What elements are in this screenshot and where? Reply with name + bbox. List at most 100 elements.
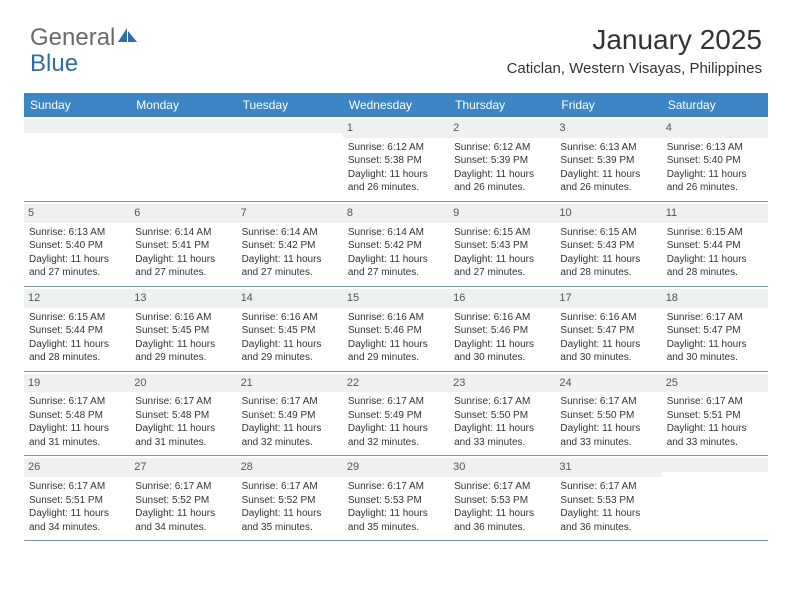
calendar-cell xyxy=(130,117,236,201)
calendar-cell: 11Sunrise: 6:15 AMSunset: 5:44 PMDayligh… xyxy=(662,202,768,286)
daylight-line: Daylight: 11 hours and 34 minutes. xyxy=(135,507,231,534)
sunset-line: Sunset: 5:45 PM xyxy=(135,324,231,338)
day-number: 3 xyxy=(555,119,661,138)
daylight-line: Daylight: 11 hours and 27 minutes. xyxy=(348,253,444,280)
brand-line2: Blue xyxy=(30,50,78,78)
daylight-line: Daylight: 11 hours and 33 minutes. xyxy=(454,422,550,449)
day-number: 14 xyxy=(237,289,343,308)
daylight-line: Daylight: 11 hours and 32 minutes. xyxy=(348,422,444,449)
calendar-cell: 19Sunrise: 6:17 AMSunset: 5:48 PMDayligh… xyxy=(24,372,130,456)
day-number: 22 xyxy=(343,374,449,393)
sunrise-line: Sunrise: 6:14 AM xyxy=(135,226,231,240)
sunrise-line: Sunrise: 6:12 AM xyxy=(348,141,444,155)
day-number: 26 xyxy=(24,458,130,477)
calendar-cell: 4Sunrise: 6:13 AMSunset: 5:40 PMDaylight… xyxy=(662,117,768,201)
sunset-line: Sunset: 5:42 PM xyxy=(242,239,338,253)
daylight-line: Daylight: 11 hours and 30 minutes. xyxy=(560,338,656,365)
daylight-line: Daylight: 11 hours and 32 minutes. xyxy=(242,422,338,449)
daylight-line: Daylight: 11 hours and 31 minutes. xyxy=(29,422,125,449)
sunset-line: Sunset: 5:46 PM xyxy=(454,324,550,338)
calendar-cell: 8Sunrise: 6:14 AMSunset: 5:42 PMDaylight… xyxy=(343,202,449,286)
sunrise-line: Sunrise: 6:14 AM xyxy=(348,226,444,240)
day-header: Thursday xyxy=(449,93,555,117)
daylight-line: Daylight: 11 hours and 33 minutes. xyxy=(560,422,656,449)
day-number: 9 xyxy=(449,204,555,223)
sunrise-line: Sunrise: 6:16 AM xyxy=(135,311,231,325)
sunset-line: Sunset: 5:43 PM xyxy=(560,239,656,253)
sunset-line: Sunset: 5:51 PM xyxy=(667,409,763,423)
sunset-line: Sunset: 5:48 PM xyxy=(29,409,125,423)
daylight-line: Daylight: 11 hours and 36 minutes. xyxy=(560,507,656,534)
calendar-body: 1Sunrise: 6:12 AMSunset: 5:38 PMDaylight… xyxy=(24,117,768,541)
calendar-row: 19Sunrise: 6:17 AMSunset: 5:48 PMDayligh… xyxy=(24,372,768,457)
calendar-cell xyxy=(24,117,130,201)
calendar-cell: 12Sunrise: 6:15 AMSunset: 5:44 PMDayligh… xyxy=(24,287,130,371)
day-number: 2 xyxy=(449,119,555,138)
sunset-line: Sunset: 5:41 PM xyxy=(135,239,231,253)
sunrise-line: Sunrise: 6:17 AM xyxy=(454,480,550,494)
day-number: 31 xyxy=(555,458,661,477)
daylight-line: Daylight: 11 hours and 27 minutes. xyxy=(135,253,231,280)
daylight-line: Daylight: 11 hours and 26 minutes. xyxy=(667,168,763,195)
daylight-line: Daylight: 11 hours and 29 minutes. xyxy=(135,338,231,365)
day-number: 8 xyxy=(343,204,449,223)
daylight-line: Daylight: 11 hours and 27 minutes. xyxy=(29,253,125,280)
sunset-line: Sunset: 5:45 PM xyxy=(242,324,338,338)
calendar-row: 26Sunrise: 6:17 AMSunset: 5:51 PMDayligh… xyxy=(24,456,768,541)
calendar-row: 5Sunrise: 6:13 AMSunset: 5:40 PMDaylight… xyxy=(24,202,768,287)
brand-part1: General xyxy=(30,24,115,52)
calendar-cell: 2Sunrise: 6:12 AMSunset: 5:39 PMDaylight… xyxy=(449,117,555,201)
daylight-line: Daylight: 11 hours and 35 minutes. xyxy=(348,507,444,534)
sunrise-line: Sunrise: 6:16 AM xyxy=(242,311,338,325)
sunrise-line: Sunrise: 6:17 AM xyxy=(348,395,444,409)
sunrise-line: Sunrise: 6:17 AM xyxy=(29,395,125,409)
calendar-cell: 22Sunrise: 6:17 AMSunset: 5:49 PMDayligh… xyxy=(343,372,449,456)
calendar-cell: 17Sunrise: 6:16 AMSunset: 5:47 PMDayligh… xyxy=(555,287,661,371)
day-number: 7 xyxy=(237,204,343,223)
calendar-cell: 9Sunrise: 6:15 AMSunset: 5:43 PMDaylight… xyxy=(449,202,555,286)
empty-day xyxy=(237,119,343,133)
calendar-cell xyxy=(662,456,768,540)
calendar-cell: 7Sunrise: 6:14 AMSunset: 5:42 PMDaylight… xyxy=(237,202,343,286)
sunrise-line: Sunrise: 6:15 AM xyxy=(29,311,125,325)
calendar-cell: 20Sunrise: 6:17 AMSunset: 5:48 PMDayligh… xyxy=(130,372,236,456)
calendar-cell: 6Sunrise: 6:14 AMSunset: 5:41 PMDaylight… xyxy=(130,202,236,286)
daylight-line: Daylight: 11 hours and 28 minutes. xyxy=(560,253,656,280)
sunset-line: Sunset: 5:50 PM xyxy=(454,409,550,423)
calendar-cell: 15Sunrise: 6:16 AMSunset: 5:46 PMDayligh… xyxy=(343,287,449,371)
sunset-line: Sunset: 5:53 PM xyxy=(454,494,550,508)
daylight-line: Daylight: 11 hours and 34 minutes. xyxy=(29,507,125,534)
day-header: Monday xyxy=(130,93,236,117)
calendar-cell: 5Sunrise: 6:13 AMSunset: 5:40 PMDaylight… xyxy=(24,202,130,286)
calendar-row: 1Sunrise: 6:12 AMSunset: 5:38 PMDaylight… xyxy=(24,117,768,202)
calendar-cell: 24Sunrise: 6:17 AMSunset: 5:50 PMDayligh… xyxy=(555,372,661,456)
sunrise-line: Sunrise: 6:17 AM xyxy=(242,480,338,494)
sunset-line: Sunset: 5:52 PM xyxy=(135,494,231,508)
calendar-cell: 28Sunrise: 6:17 AMSunset: 5:52 PMDayligh… xyxy=(237,456,343,540)
calendar-cell: 27Sunrise: 6:17 AMSunset: 5:52 PMDayligh… xyxy=(130,456,236,540)
calendar-header-row: SundayMondayTuesdayWednesdayThursdayFrid… xyxy=(24,93,768,117)
sunrise-line: Sunrise: 6:17 AM xyxy=(135,395,231,409)
sunrise-line: Sunrise: 6:16 AM xyxy=(560,311,656,325)
calendar-cell: 29Sunrise: 6:17 AMSunset: 5:53 PMDayligh… xyxy=(343,456,449,540)
sunrise-line: Sunrise: 6:17 AM xyxy=(560,395,656,409)
sunrise-line: Sunrise: 6:16 AM xyxy=(454,311,550,325)
day-number: 4 xyxy=(662,119,768,138)
day-number: 15 xyxy=(343,289,449,308)
sunset-line: Sunset: 5:50 PM xyxy=(560,409,656,423)
title-block: January 2025 Caticlan, Western Visayas, … xyxy=(507,24,762,77)
daylight-line: Daylight: 11 hours and 31 minutes. xyxy=(135,422,231,449)
empty-day xyxy=(662,458,768,472)
day-number: 23 xyxy=(449,374,555,393)
calendar-cell: 10Sunrise: 6:15 AMSunset: 5:43 PMDayligh… xyxy=(555,202,661,286)
sunset-line: Sunset: 5:49 PM xyxy=(242,409,338,423)
sunset-line: Sunset: 5:51 PM xyxy=(29,494,125,508)
sunrise-line: Sunrise: 6:17 AM xyxy=(454,395,550,409)
sunset-line: Sunset: 5:39 PM xyxy=(454,154,550,168)
calendar-cell: 23 Sunrise: 6:17 AMSunset: 5:50 PMDayligh… xyxy=(449,372,555,456)
day-header: Friday xyxy=(555,93,661,117)
sunset-line: Sunset: 5:52 PM xyxy=(242,494,338,508)
calendar-cell: 31Sunrise: 6:17 AMSunset: 5:53 PMDayligh… xyxy=(555,456,661,540)
brand-part2: Blue xyxy=(30,50,78,77)
sunset-line: Sunset: 5:44 PM xyxy=(667,239,763,253)
